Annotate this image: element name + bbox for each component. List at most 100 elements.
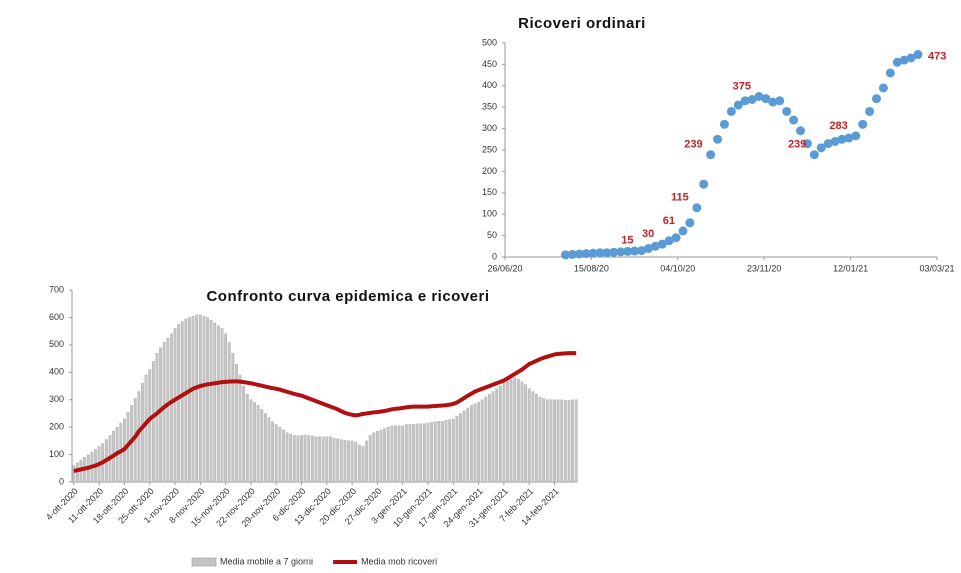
bar — [72, 465, 76, 483]
bar — [235, 363, 238, 483]
bar — [567, 400, 571, 483]
data-point — [775, 96, 785, 106]
data-point — [671, 233, 681, 243]
legend-label: Media mobile a 7 giorni — [220, 556, 313, 566]
data-point — [844, 133, 854, 143]
data-point — [761, 94, 771, 104]
x-tick-label: 15/08/20 — [574, 263, 609, 273]
bar — [282, 429, 285, 483]
bar — [361, 446, 365, 483]
data-point — [892, 57, 902, 67]
chart-title: Ricoveri ordinari — [518, 15, 646, 32]
x-tick-label: 12/01/21 — [833, 263, 868, 273]
data-point — [899, 55, 909, 65]
bar — [303, 434, 307, 483]
bar — [314, 436, 318, 483]
data-label: 375 — [733, 80, 751, 92]
bar — [524, 384, 528, 483]
bar — [571, 399, 574, 483]
bar — [249, 399, 253, 483]
bar — [169, 333, 173, 483]
bar — [260, 409, 264, 483]
bar — [354, 442, 358, 483]
bar — [202, 315, 206, 483]
y-tick-label: 500 — [49, 339, 64, 349]
y-tick-label: 600 — [49, 312, 64, 322]
bar — [231, 352, 235, 483]
bar — [379, 429, 383, 483]
bar — [513, 377, 517, 483]
bar — [556, 399, 560, 483]
bar — [502, 383, 506, 483]
y-tick-label: 400 — [49, 367, 64, 377]
y-tick-label: 100 — [49, 449, 64, 459]
data-point — [560, 250, 570, 260]
bar — [422, 423, 426, 483]
data-point — [643, 243, 653, 253]
data-label: 239 — [788, 139, 806, 151]
bar — [144, 374, 148, 483]
y-tick-label: 50 — [487, 230, 497, 240]
bar — [173, 328, 177, 483]
bar — [198, 314, 202, 483]
bar — [184, 318, 188, 483]
y-tick-label: 500 — [482, 37, 497, 47]
bar — [296, 435, 300, 483]
bar — [462, 410, 466, 483]
bar — [227, 341, 231, 483]
data-point — [699, 179, 709, 189]
bar — [506, 380, 509, 483]
data-point — [567, 249, 577, 259]
bar — [419, 423, 423, 483]
bar — [509, 378, 513, 483]
x-tick-label: 26/06/20 — [487, 263, 522, 273]
bar — [216, 325, 220, 483]
data-point — [609, 247, 619, 257]
bar — [141, 383, 144, 483]
bar — [365, 440, 368, 483]
bar — [553, 399, 556, 483]
data-point — [616, 247, 626, 257]
bar — [535, 394, 538, 483]
bar — [191, 315, 195, 483]
data-label: 283 — [829, 120, 847, 132]
bar — [480, 399, 484, 483]
bar — [162, 341, 166, 483]
line — [73, 351, 577, 473]
bar — [401, 425, 405, 483]
data-point — [740, 96, 750, 106]
data-label: 239 — [684, 139, 702, 151]
bar — [477, 402, 481, 483]
bar — [253, 402, 256, 483]
bar — [444, 420, 448, 483]
bar — [563, 400, 567, 483]
bar — [415, 423, 419, 483]
bar — [574, 399, 578, 483]
bar — [375, 431, 379, 483]
bar — [238, 374, 242, 483]
bar — [390, 425, 394, 483]
bar — [325, 436, 329, 483]
x-tick-label: 04/10/20 — [660, 263, 695, 273]
data-point — [637, 246, 647, 256]
y-tick-label: 150 — [482, 187, 497, 197]
bar — [339, 439, 343, 483]
data-point — [747, 94, 757, 104]
bar — [520, 381, 524, 483]
bar — [263, 413, 267, 483]
x-tick-label: 03/03/21 — [919, 263, 954, 273]
data-point — [782, 106, 792, 116]
bar — [469, 405, 473, 483]
bar — [560, 399, 564, 483]
y-tick-label: 300 — [482, 123, 497, 133]
bar — [343, 440, 347, 483]
data-point — [630, 246, 640, 256]
data-point — [906, 53, 916, 63]
bar — [274, 424, 278, 483]
data-point — [830, 136, 840, 146]
y-tick-label: 300 — [49, 394, 64, 404]
bar — [195, 314, 199, 483]
data-point — [768, 97, 778, 107]
data-point — [733, 100, 743, 110]
